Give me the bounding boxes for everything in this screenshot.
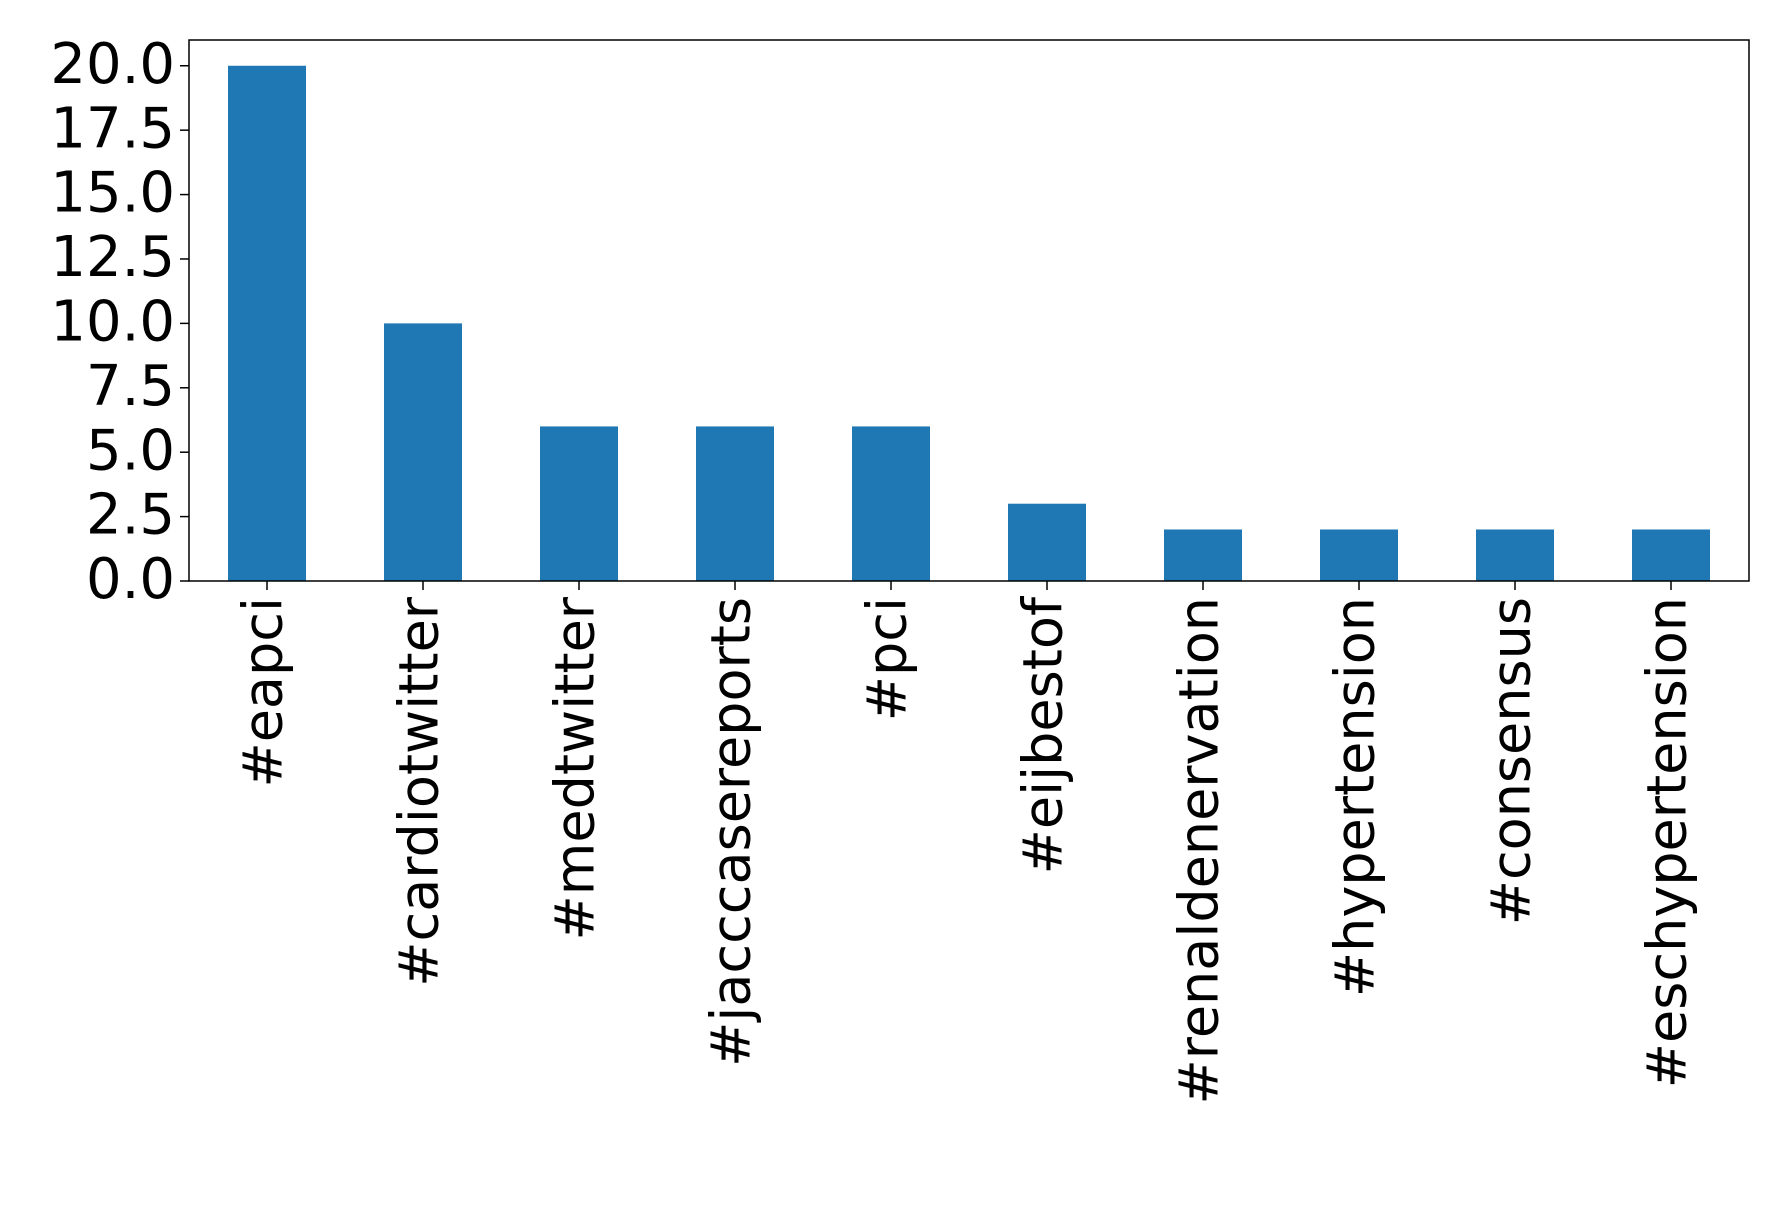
x-tick-label: #eschypertension xyxy=(1636,597,1699,1088)
bar xyxy=(1164,529,1242,581)
bar xyxy=(540,426,618,581)
bar xyxy=(696,426,774,581)
x-tick-label: #medtwitter xyxy=(544,596,607,940)
x-tick-label: #cardiotwitter xyxy=(388,596,451,987)
x-tick-label: #hypertension xyxy=(1324,597,1387,997)
y-tick-label: 7.5 xyxy=(86,354,175,419)
bar xyxy=(228,65,306,581)
y-tick-label: 15.0 xyxy=(50,161,175,226)
y-tick-label: 0.0 xyxy=(86,547,175,612)
y-tick-label: 17.5 xyxy=(50,96,175,161)
bar xyxy=(1476,529,1554,581)
x-tick-label: #eijbestof xyxy=(1012,595,1075,874)
bar xyxy=(1008,503,1086,581)
bar xyxy=(1320,529,1398,581)
plot-frame xyxy=(188,39,1750,582)
x-tick-label: #jacccasereports xyxy=(700,597,763,1067)
bar xyxy=(384,323,462,581)
x-tick-label: #consensus xyxy=(1480,597,1543,925)
y-tick-label: 5.0 xyxy=(86,418,175,483)
x-tick-label: #renaldenervation xyxy=(1168,597,1231,1104)
x-tick-label: #eapci xyxy=(232,597,295,788)
y-tick-label: 2.5 xyxy=(86,483,175,548)
y-tick-label: 20.0 xyxy=(50,32,175,97)
x-tick-label: #pci xyxy=(856,597,919,721)
y-tick-label: 12.5 xyxy=(50,225,175,290)
bar xyxy=(1632,529,1710,581)
bar xyxy=(852,426,930,581)
y-tick-label: 10.0 xyxy=(50,290,175,355)
